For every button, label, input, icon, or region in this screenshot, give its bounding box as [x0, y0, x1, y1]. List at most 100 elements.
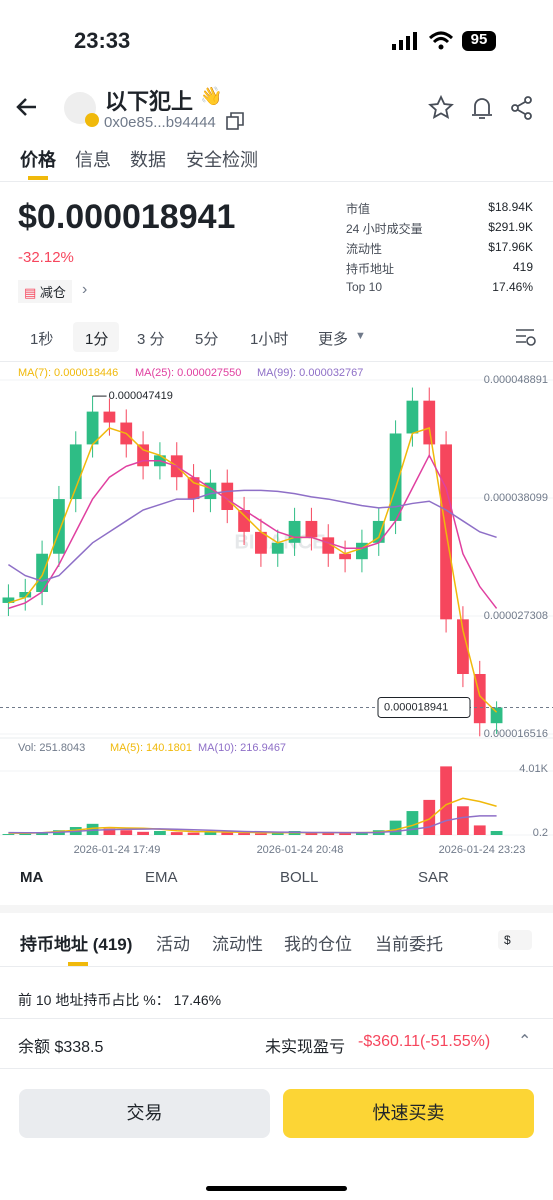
- timeframe[interactable]: 更多: [318, 331, 349, 348]
- candle-body: [221, 482, 234, 511]
- chart-settings[interactable]: [515, 327, 537, 347]
- trade-button[interactable]: 交易: [19, 1089, 270, 1138]
- legend-entry: MA(7): 0.000018446: [18, 367, 118, 379]
- holder-tab[interactable]: 流动性: [212, 935, 263, 954]
- holder-tab[interactable]: 我的仓位: [284, 935, 352, 954]
- copy-icon[interactable]: [226, 112, 244, 130]
- candle-body: [356, 542, 368, 560]
- stat-label: 24 小时成交量: [346, 222, 423, 236]
- volume-bar: [322, 833, 335, 835]
- volume-bar: [154, 831, 166, 835]
- indicator-tab[interactable]: EMA: [145, 869, 178, 886]
- divider: [0, 905, 553, 913]
- divider: [0, 1018, 553, 1019]
- timeframe[interactable]: 1分: [85, 331, 109, 348]
- candle-body: [19, 592, 32, 598]
- home-indicator: [206, 1186, 347, 1191]
- volume-bar: [103, 828, 116, 835]
- legend-entry: MA(5): 140.1801: [110, 742, 192, 754]
- pnl-label: 未实现盈亏: [265, 1039, 346, 1056]
- candle-body: [406, 400, 419, 434]
- badge[interactable]: ▤ 减仓: [18, 280, 72, 303]
- tab[interactable]: 价格: [20, 150, 56, 170]
- volume-bar: [238, 833, 250, 835]
- volume-ma-line: [8, 815, 497, 834]
- stat-value: $291.9K: [488, 220, 533, 234]
- volume-bar: [490, 831, 503, 835]
- holder-tab[interactable]: 当前委托: [375, 935, 443, 954]
- indicator-tab[interactable]: MA: [20, 869, 44, 886]
- tab-indicator: [28, 176, 48, 180]
- holder-tab[interactable]: 持币地址 (419): [20, 935, 133, 954]
- x-tick-label: 2026-01-24 23:23: [439, 844, 526, 856]
- volume-bar: [120, 830, 133, 835]
- ma-line: [8, 489, 497, 582]
- chart: BINANCE0.0000488910.0000380990.000027308…: [0, 367, 553, 856]
- pnl-value: -$360.11(-51.55%): [358, 1033, 491, 1050]
- volume-bar: [19, 833, 32, 835]
- stat-label: 持币地址: [346, 262, 395, 276]
- status-icons: [392, 31, 496, 51]
- timeframe-active-bg: [73, 322, 119, 352]
- candle-body: [238, 510, 250, 532]
- candle-body: [322, 537, 335, 554]
- divider: [0, 181, 553, 182]
- legend-entry: MA(25): 0.000027550: [135, 367, 241, 379]
- holder-tab[interactable]: 活动: [156, 935, 190, 954]
- y-tick-label: 0.000048891: [484, 374, 548, 386]
- stat-value: $18.94K: [488, 200, 533, 214]
- divider: [0, 966, 553, 967]
- back-button[interactable]: [14, 94, 40, 120]
- candle-body: [36, 553, 48, 592]
- timeframe[interactable]: 1小时: [250, 331, 289, 348]
- volume-bar: [86, 823, 99, 835]
- tab[interactable]: 数据: [130, 150, 166, 170]
- volume-ma-line: [8, 797, 497, 834]
- stat-label: 流动性: [346, 242, 383, 256]
- candle-body: [187, 477, 200, 500]
- candle-body: [69, 444, 82, 500]
- divider: [0, 1068, 553, 1069]
- timeframe[interactable]: 5分: [195, 331, 219, 348]
- current-price-label: 0.000018941: [384, 701, 448, 713]
- candle-body: [372, 520, 385, 543]
- balance: 余额 $338.5: [18, 1039, 104, 1056]
- tab[interactable]: 信息: [75, 150, 111, 170]
- candle-body: [473, 673, 486, 724]
- battery-level: 95: [470, 31, 488, 48]
- volume-bar: [457, 806, 469, 835]
- current-price-tag: [377, 696, 471, 718]
- volume-bar: [356, 832, 368, 835]
- y-tick-label: 0.000016516: [484, 728, 548, 740]
- stat-label: Top 10: [346, 280, 383, 294]
- timeframe[interactable]: 1秒: [30, 331, 54, 348]
- tab[interactable]: 安全检测: [186, 150, 258, 170]
- volume-bar: [440, 766, 452, 835]
- volume-bar: [170, 832, 183, 835]
- volume-bar: [36, 832, 48, 835]
- volume-bar: [271, 832, 284, 835]
- currency-toggle[interactable]: $: [498, 930, 532, 950]
- indicator-tab[interactable]: SAR: [418, 869, 449, 886]
- ma-line: [8, 453, 498, 610]
- price: $0.000018941: [18, 198, 236, 236]
- top10-share: 前 10 地址持币占比 %： 17.46%: [18, 992, 222, 1008]
- candle-body: [255, 531, 267, 554]
- volume-bar: [187, 832, 200, 835]
- timeframe[interactable]: 3 分: [137, 331, 165, 348]
- divider: [0, 361, 553, 362]
- header-actions[interactable]: [428, 95, 538, 121]
- candle-body: [490, 707, 503, 724]
- legend-entry: MA(99): 0.000032767: [257, 367, 363, 379]
- quick-trade-button[interactable]: 快速买卖: [283, 1089, 534, 1138]
- candle-body: [204, 482, 217, 500]
- volume-label: Vol: 251.8043: [18, 742, 85, 754]
- volume-bar: [137, 831, 149, 835]
- indicator-tab[interactable]: BOLL: [280, 869, 319, 886]
- expand[interactable]: ⌃: [518, 1033, 532, 1050]
- volume-bar: [204, 831, 217, 835]
- token-avatar: [64, 92, 99, 127]
- legend-entry: MA(10): 216.9467: [198, 742, 286, 754]
- candle-body: [423, 400, 436, 445]
- x-tick-label: 2026-01-24 17:49: [74, 844, 161, 856]
